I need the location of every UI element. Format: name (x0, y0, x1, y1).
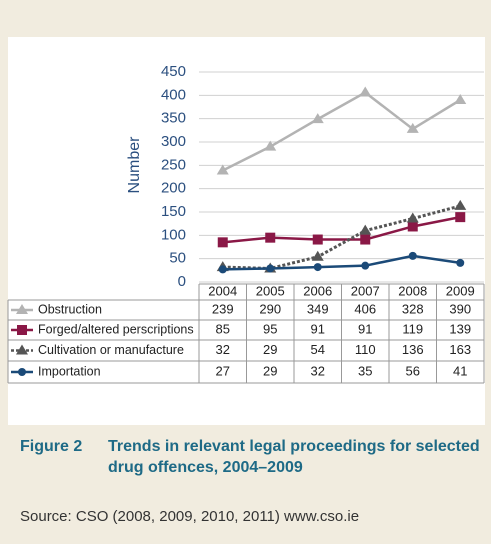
table-cell: 390 (449, 301, 471, 316)
legend-marker (18, 368, 26, 376)
y-tick-label: 0 (178, 273, 186, 290)
marker (312, 234, 323, 245)
marker (266, 264, 275, 273)
marker (264, 140, 277, 151)
marker (361, 261, 370, 270)
marker (454, 94, 467, 104)
series-line (222, 204, 461, 270)
y-axis-label: Number (126, 136, 143, 194)
marker (313, 263, 322, 272)
y-tick-label: 150 (161, 203, 186, 220)
marker (265, 232, 276, 243)
x-tick-label: 2005 (256, 283, 285, 298)
legend-label: Obstruction (38, 302, 102, 316)
legend-marker (17, 325, 27, 335)
marker (359, 224, 372, 235)
figure-label: Figure 2 (20, 438, 83, 455)
marker (218, 265, 227, 274)
series-line (222, 215, 461, 244)
legend-label: Forged/altered perscriptions (38, 322, 194, 336)
marker (359, 86, 372, 97)
marker (456, 258, 465, 267)
table-cell: 32 (216, 342, 230, 357)
series-line (222, 91, 461, 172)
table-cell: 41 (453, 363, 467, 378)
table-cell: 139 (449, 321, 471, 336)
table-cell: 85 (216, 321, 230, 336)
table-cell: 349 (307, 301, 329, 316)
marker (360, 234, 371, 245)
legend-marker (16, 344, 28, 355)
table-cell: 110 (355, 342, 376, 357)
marker (311, 113, 324, 124)
y-tick-label: 350 (161, 110, 186, 127)
y-tick-label: 400 (161, 86, 186, 103)
y-tick-label: 200 (161, 180, 186, 197)
marker (407, 221, 418, 232)
marker (455, 212, 466, 223)
marker (454, 199, 467, 210)
table-cell: 119 (402, 321, 423, 336)
x-tick-label: 2007 (351, 283, 380, 298)
table-cell: 54 (311, 342, 325, 357)
legend-label: Importation (38, 364, 101, 378)
legend-marker (16, 304, 28, 314)
x-tick-label: 2004 (208, 283, 237, 298)
x-tick-label: 2008 (398, 283, 427, 298)
table-cell: 56 (406, 363, 420, 378)
marker (408, 251, 417, 260)
table-cell: 27 (216, 363, 230, 378)
caption: Figure 2 Trends in relevant legal procee… (20, 436, 480, 478)
marker (406, 122, 419, 133)
table-cell: 406 (354, 301, 376, 316)
table-cell: 290 (259, 301, 281, 316)
y-tick-label: 50 (169, 250, 186, 267)
series-line (222, 254, 461, 271)
table-cell: 29 (263, 342, 277, 357)
x-tick-label: 2006 (303, 283, 332, 298)
table-cell: 91 (311, 321, 325, 336)
table-cell: 163 (449, 342, 471, 357)
marker (406, 212, 419, 223)
legend-label: Cultivation or manufacture (38, 343, 184, 357)
table-cell: 328 (402, 301, 424, 316)
table-cell: 29 (263, 363, 277, 378)
marker (216, 164, 229, 175)
y-tick-label: 250 (161, 156, 186, 173)
x-tick-label: 2009 (446, 283, 475, 298)
table-cell: 136 (402, 342, 424, 357)
table-cell: 91 (358, 321, 372, 336)
table-cell: 239 (212, 301, 234, 316)
y-tick-label: 300 (161, 133, 186, 150)
table-cell: 32 (311, 363, 325, 378)
table-cell: 35 (358, 363, 372, 378)
y-tick-label: 450 (161, 63, 186, 80)
y-tick-label: 100 (161, 226, 186, 243)
marker (217, 237, 228, 248)
table-cell: 95 (263, 321, 277, 336)
source: Source: CSO (2008, 2009, 2010, 2011) www… (20, 508, 360, 525)
marker (311, 250, 324, 261)
caption-title: Trends in relevant legal proceedings for… (108, 438, 480, 476)
